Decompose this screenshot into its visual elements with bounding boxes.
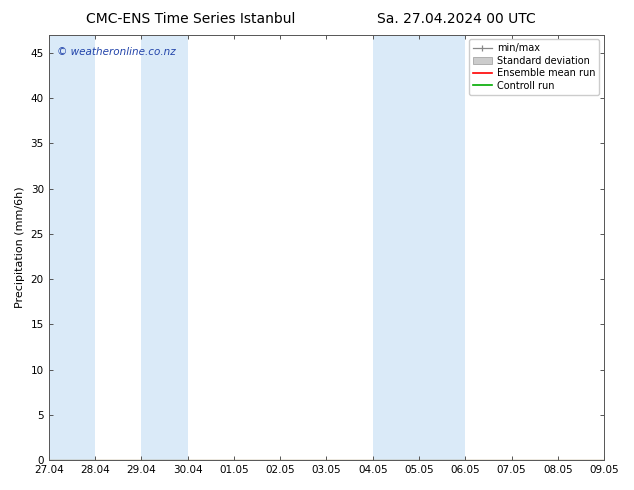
Text: CMC-ENS Time Series Istanbul: CMC-ENS Time Series Istanbul (86, 12, 295, 26)
Y-axis label: Precipitation (mm/6h): Precipitation (mm/6h) (15, 187, 25, 308)
Text: © weatheronline.co.nz: © weatheronline.co.nz (57, 48, 176, 57)
Text: Sa. 27.04.2024 00 UTC: Sa. 27.04.2024 00 UTC (377, 12, 536, 26)
Bar (49, 35, 95, 460)
Legend: min/max, Standard deviation, Ensemble mean run, Controll run: min/max, Standard deviation, Ensemble me… (469, 40, 599, 95)
Bar (419, 35, 465, 460)
Bar (141, 35, 188, 460)
Bar (373, 35, 419, 460)
